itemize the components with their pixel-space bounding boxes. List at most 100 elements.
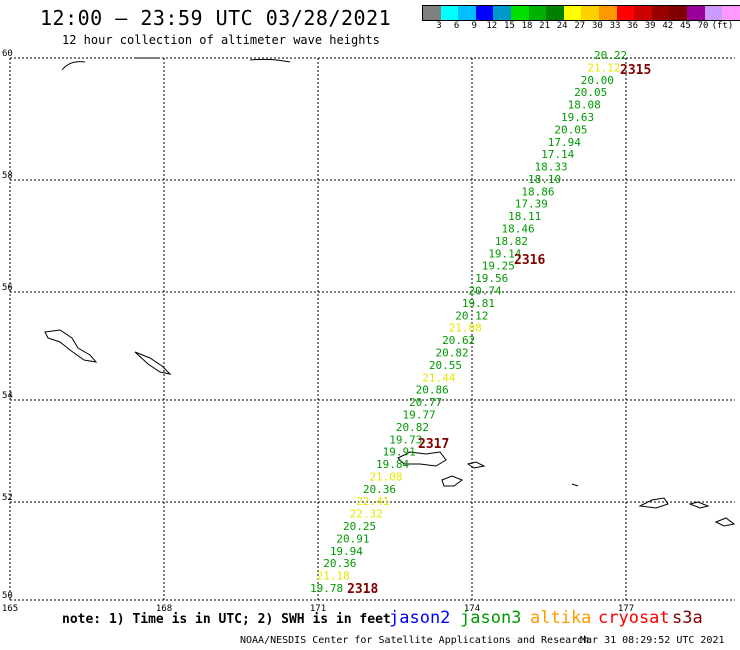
wave-height-label: 20.82 <box>435 346 468 359</box>
chart-title: 12:00 – 23:59 UTC 03/28/2021 <box>40 6 392 30</box>
scale-swatch <box>686 6 705 20</box>
wave-height-label: 18.33 <box>535 161 568 174</box>
scale-swatch <box>440 6 459 20</box>
legend-cryosat: cryosat <box>598 608 670 628</box>
coast-north <box>61 57 291 71</box>
island-adak-c <box>714 517 736 527</box>
wave-height-label: 19.25 <box>482 260 515 273</box>
wave-height-label: 20.00 <box>581 74 614 87</box>
scale-label: 27 <box>574 21 586 31</box>
island-small-b <box>441 475 464 487</box>
scale-label: 18 <box>521 21 533 31</box>
island-agattu <box>134 351 172 375</box>
scale-swatch <box>651 6 670 20</box>
scale-label: 15 <box>503 21 515 31</box>
wave-height-label: 19.56 <box>475 272 508 285</box>
scale-label: 9 <box>471 21 477 31</box>
wave-height-label: 22.32 <box>350 508 383 521</box>
scale-label: 70 <box>697 21 709 31</box>
scale-swatch <box>528 6 547 20</box>
scale-swatch <box>546 6 564 20</box>
wave-height-label: 20.77 <box>409 396 442 409</box>
wave-height-label: 18.10 <box>528 173 561 186</box>
scale-swatch <box>581 6 599 20</box>
scale-label: 39 <box>644 21 656 31</box>
lat-tick-label: 58 <box>2 171 13 181</box>
wave-height-label: 17.39 <box>515 198 548 211</box>
legend-jason2: jason2 <box>389 608 451 628</box>
lon-tick-label: 171 <box>310 604 326 614</box>
lon-tick-label: 168 <box>156 604 172 614</box>
wave-height-label: 20.55 <box>429 359 462 372</box>
lat-tick-label: 50 <box>2 591 13 601</box>
lon-tick-label: 174 <box>464 604 480 614</box>
wave-height-label: 19.73 <box>389 433 422 446</box>
wave-height-label: 19.81 <box>462 297 495 310</box>
wave-height-label: 21.44 <box>422 371 455 384</box>
lat-tick-label: 60 <box>2 49 13 59</box>
scale-swatch <box>563 6 582 20</box>
wave-height-label: 18.46 <box>502 223 535 236</box>
wave-height-label: 20.12 <box>455 309 488 322</box>
chart-subtitle: 12 hour collection of altimeter wave hei… <box>62 33 380 47</box>
scale-label: 3 <box>436 21 442 31</box>
lat-tick-label: 54 <box>2 391 13 401</box>
track-pass-label: 2316 <box>514 253 545 268</box>
legend-jason3: jason3 <box>460 608 522 628</box>
wave-height-label: 21.18 <box>317 570 350 583</box>
scale-swatch <box>475 6 494 20</box>
island-small-a <box>466 461 486 469</box>
scale-swatch <box>634 6 652 20</box>
wave-height-label: 19.77 <box>402 408 435 421</box>
scale-label: (ft) <box>711 21 734 31</box>
wave-height-label: 20.22 <box>594 49 627 62</box>
wave-height-label: 22.41 <box>356 495 389 508</box>
scale-swatch <box>493 6 511 20</box>
scale-label: 12 <box>486 21 498 31</box>
island-kiska <box>397 451 447 467</box>
scale-label: 6 <box>453 21 460 31</box>
wave-height-label: 19.63 <box>561 111 594 124</box>
wave-height-label: 20.05 <box>554 123 587 136</box>
wave-height-label: 19.91 <box>383 446 416 459</box>
island-attu <box>44 329 98 363</box>
color-scale-labels: 3 6 9 12 15 18 21 24 27 30 33 36 39 42 45 70 (ft) <box>422 21 740 33</box>
generated-timestamp: Mar 31 08:29:52 UTC 2021 <box>580 635 725 646</box>
wave-height-label: 19.94 <box>330 545 363 558</box>
scale-label: 30 <box>591 21 603 31</box>
wave-height-label: 20.86 <box>416 384 449 397</box>
wave-height-label: 19.14 <box>488 247 521 260</box>
credit-line: NOAA/NESDIS Center for Satellite Applica… <box>240 635 590 646</box>
scale-swatch <box>458 6 476 20</box>
scale-swatch <box>616 6 635 20</box>
scale-swatch <box>722 6 740 20</box>
wave-height-label: 18.86 <box>521 185 554 198</box>
wave-height-label: 19.84 <box>376 458 409 471</box>
scale-label: 36 <box>627 21 639 31</box>
wave-height-label: 20.91 <box>336 532 369 545</box>
wave-height-label: 20.25 <box>343 520 376 533</box>
legend-altika: altika <box>530 608 592 628</box>
island-small-c <box>571 483 579 487</box>
wave-height-label: 20.36 <box>363 483 396 496</box>
wave-height-label: 18.82 <box>495 235 528 248</box>
scale-label: 21 <box>539 21 551 31</box>
wave-height-label: 20.36 <box>323 557 356 570</box>
scale-swatch <box>704 6 723 20</box>
wave-height-label: 19.78 <box>310 582 343 595</box>
wave-height-label: 17.94 <box>548 136 581 149</box>
wave-height-label: 21.08 <box>449 322 482 335</box>
wave-height-label: 21.12 <box>587 61 620 74</box>
scale-label: 42 <box>662 21 674 31</box>
wave-height-label: 20.74 <box>469 285 502 298</box>
wave-height-label: 18.08 <box>568 99 601 112</box>
scale-swatch <box>669 6 687 20</box>
lat-lon-grid <box>9 57 735 601</box>
scale-swatch <box>423 6 441 20</box>
lat-tick-label: 56 <box>2 283 13 293</box>
scale-label: 24 <box>556 21 568 31</box>
wave-height-label: 21.08 <box>369 470 402 483</box>
wave-height-label: 20.62 <box>442 334 475 347</box>
lon-tick-label: 165 <box>2 604 18 614</box>
legend-s3a: s3a <box>672 608 703 628</box>
